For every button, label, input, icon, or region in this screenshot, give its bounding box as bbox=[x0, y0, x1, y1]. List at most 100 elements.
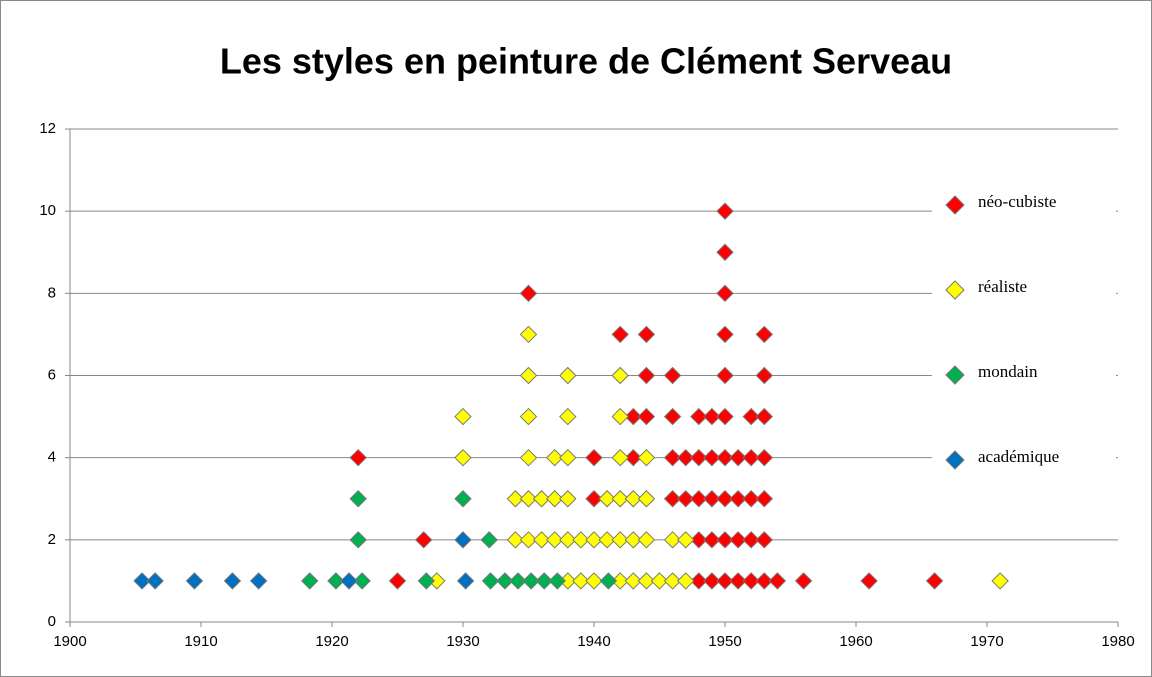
point bbox=[349, 531, 367, 549]
point bbox=[611, 531, 629, 549]
point bbox=[755, 490, 774, 508]
point bbox=[509, 572, 527, 590]
point bbox=[598, 490, 616, 508]
point bbox=[624, 572, 643, 590]
point bbox=[742, 490, 760, 508]
point bbox=[506, 490, 525, 508]
legend-marker bbox=[945, 450, 965, 470]
point bbox=[545, 490, 564, 508]
point bbox=[755, 366, 774, 385]
point bbox=[414, 531, 433, 549]
x-tick-label: 1970 bbox=[970, 633, 1003, 650]
point bbox=[716, 284, 734, 303]
point bbox=[663, 366, 682, 385]
x-tick-label: 1930 bbox=[446, 633, 479, 650]
point bbox=[742, 531, 760, 549]
point bbox=[133, 572, 151, 590]
point bbox=[690, 407, 708, 426]
point bbox=[624, 407, 643, 426]
point bbox=[545, 448, 564, 467]
x-tick-label: 1910 bbox=[184, 633, 217, 650]
point bbox=[249, 572, 268, 590]
x-tick-label: 1940 bbox=[577, 633, 610, 650]
point bbox=[301, 572, 319, 590]
point bbox=[794, 572, 813, 590]
point bbox=[755, 325, 774, 344]
x-tick-label: 1980 bbox=[1101, 633, 1134, 650]
point bbox=[716, 490, 734, 508]
point bbox=[637, 448, 656, 467]
point bbox=[676, 572, 695, 590]
legend-box bbox=[932, 180, 1116, 480]
point bbox=[585, 572, 603, 590]
point bbox=[559, 366, 577, 385]
point bbox=[349, 448, 367, 467]
point bbox=[559, 490, 577, 508]
point bbox=[663, 407, 682, 426]
point bbox=[611, 448, 629, 467]
chart-title: Les styles en peinture de Clément Servea… bbox=[220, 41, 952, 82]
y-tick-label: 0 bbox=[48, 613, 56, 630]
y-tick-label: 4 bbox=[48, 449, 56, 466]
point bbox=[768, 572, 787, 590]
point bbox=[585, 531, 603, 549]
point bbox=[637, 407, 656, 426]
point bbox=[559, 448, 577, 467]
legend-marker bbox=[945, 365, 965, 385]
point bbox=[388, 572, 407, 590]
point bbox=[624, 448, 643, 467]
point bbox=[585, 490, 603, 508]
point bbox=[729, 572, 747, 590]
x-tick-label: 1920 bbox=[315, 633, 348, 650]
point bbox=[454, 407, 472, 426]
point bbox=[454, 448, 472, 467]
point bbox=[663, 531, 682, 549]
point bbox=[519, 407, 538, 426]
point bbox=[611, 490, 629, 508]
point bbox=[690, 490, 708, 508]
point bbox=[729, 448, 747, 467]
point bbox=[519, 490, 538, 508]
point bbox=[860, 572, 878, 590]
point bbox=[637, 366, 656, 385]
point bbox=[611, 366, 629, 385]
point bbox=[690, 448, 708, 467]
point bbox=[729, 490, 747, 508]
y-tick-label: 8 bbox=[48, 284, 56, 301]
legend-label: académique bbox=[978, 447, 1059, 466]
legend-label: néo-cubiste bbox=[978, 192, 1056, 211]
point bbox=[624, 490, 643, 508]
legend-marker bbox=[945, 195, 965, 215]
point bbox=[519, 325, 538, 344]
point bbox=[690, 572, 708, 590]
point bbox=[611, 572, 629, 590]
point bbox=[637, 325, 656, 344]
point bbox=[599, 572, 618, 590]
point bbox=[716, 448, 734, 467]
point bbox=[676, 490, 695, 508]
point bbox=[519, 448, 538, 467]
point bbox=[703, 407, 721, 426]
point bbox=[559, 531, 577, 549]
y-tick-label: 12 bbox=[39, 120, 56, 137]
point bbox=[637, 490, 656, 508]
point bbox=[548, 572, 567, 590]
point bbox=[519, 366, 538, 385]
point bbox=[663, 572, 682, 590]
x-tick-label: 1900 bbox=[53, 633, 86, 650]
point bbox=[349, 490, 367, 508]
point bbox=[716, 531, 734, 549]
point bbox=[690, 531, 708, 549]
point bbox=[519, 531, 538, 549]
point bbox=[223, 572, 242, 590]
point bbox=[637, 572, 656, 590]
point bbox=[742, 572, 760, 590]
point bbox=[353, 572, 371, 590]
point bbox=[650, 572, 669, 590]
point bbox=[340, 572, 358, 590]
point bbox=[663, 448, 682, 467]
point bbox=[146, 572, 164, 590]
point bbox=[716, 325, 734, 344]
x-tick-label: 1950 bbox=[708, 633, 741, 650]
point bbox=[480, 531, 498, 549]
